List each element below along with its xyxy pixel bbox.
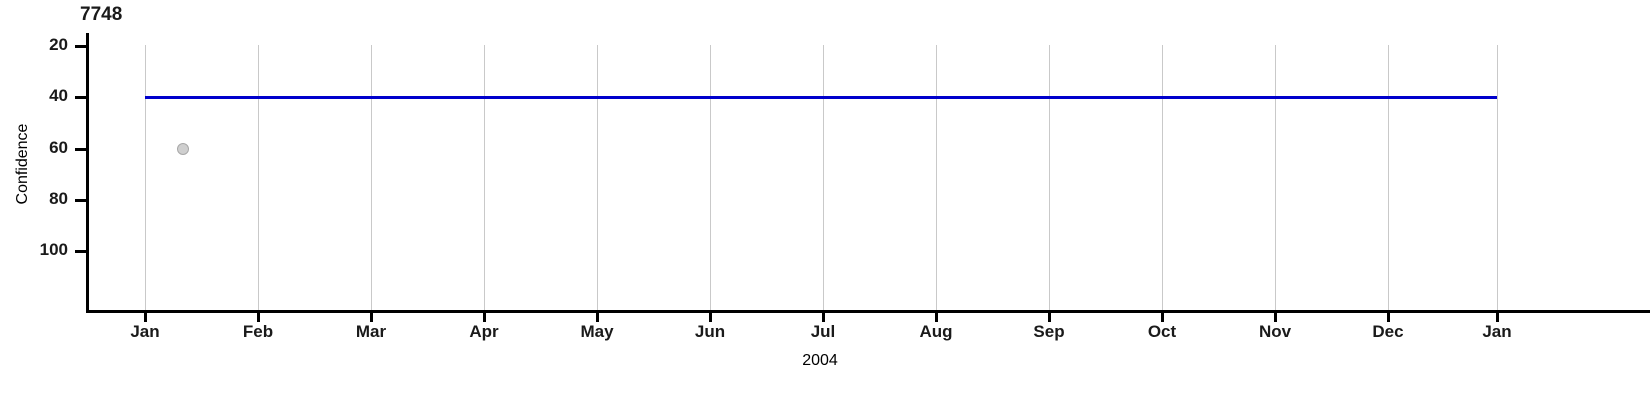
x-axis-tick-label: Jan xyxy=(130,322,160,341)
gridline-vertical xyxy=(1275,45,1276,311)
x-axis-tick-label: Jul xyxy=(810,322,836,341)
y-axis-tick-label: 40 xyxy=(49,86,68,105)
x-axis-tick-label: Feb xyxy=(242,322,274,341)
x-axis-tick xyxy=(1161,311,1164,322)
x-axis-tick xyxy=(483,311,486,322)
gridline-vertical xyxy=(1388,45,1389,311)
y-axis-tick-label: 80 xyxy=(49,189,68,208)
x-axis-tick xyxy=(1387,311,1390,322)
x-axis-tick xyxy=(596,311,599,322)
x-axis-tick-label: Jun xyxy=(694,322,726,341)
y-axis-title: Confidence xyxy=(14,123,31,205)
gridline-vertical xyxy=(258,45,259,311)
x-axis-tick-label: Apr xyxy=(469,322,499,341)
y-axis-tick xyxy=(75,199,87,202)
x-axis-tick-label: Mar xyxy=(355,322,387,341)
gridline-vertical xyxy=(710,45,711,311)
x-axis-tick xyxy=(370,311,373,322)
x-axis-tick-label: May xyxy=(580,322,614,341)
x-axis-tick xyxy=(1496,311,1499,322)
x-axis-line xyxy=(86,310,1650,313)
x-axis-tick xyxy=(822,311,825,322)
y-axis-tick xyxy=(75,250,87,253)
x-axis-tick-label: Aug xyxy=(919,322,953,341)
gridline-vertical xyxy=(145,45,146,311)
gridline-vertical xyxy=(1162,45,1163,311)
y-axis-tick-label: 20 xyxy=(49,35,68,54)
x-axis-tick-label: Oct xyxy=(1147,322,1177,341)
gridline-vertical xyxy=(597,45,598,311)
x-axis-tick xyxy=(1048,311,1051,322)
y-axis-tick xyxy=(75,45,87,48)
chart-title: 7748 xyxy=(80,4,123,25)
x-axis-tick xyxy=(257,311,260,322)
y-axis-tick xyxy=(75,148,87,151)
gridline-vertical xyxy=(371,45,372,311)
threshold-line xyxy=(145,96,1497,99)
x-axis-tick-label: Sep xyxy=(1033,322,1065,341)
x-axis-tick xyxy=(144,311,147,322)
gridline-vertical xyxy=(1497,45,1498,311)
x-axis-tick xyxy=(709,311,712,322)
y-axis-tick-label: 60 xyxy=(49,138,68,157)
x-axis-tick-label: Jan xyxy=(1482,322,1512,341)
y-axis-tick-label: 100 xyxy=(39,240,68,259)
x-axis-tick-label: Dec xyxy=(1372,322,1404,341)
gridline-vertical xyxy=(823,45,824,311)
x-axis-tick xyxy=(935,311,938,322)
x-axis-tick xyxy=(1274,311,1277,322)
y-axis-line xyxy=(86,33,89,311)
data-point[interactable] xyxy=(176,143,189,155)
y-axis-tick xyxy=(75,96,87,99)
gridline-vertical xyxy=(484,45,485,311)
gridline-vertical xyxy=(1049,45,1050,311)
x-axis-title: 2004 xyxy=(802,352,838,369)
x-axis-tick-label: Nov xyxy=(1258,322,1292,341)
gridline-vertical xyxy=(936,45,937,311)
